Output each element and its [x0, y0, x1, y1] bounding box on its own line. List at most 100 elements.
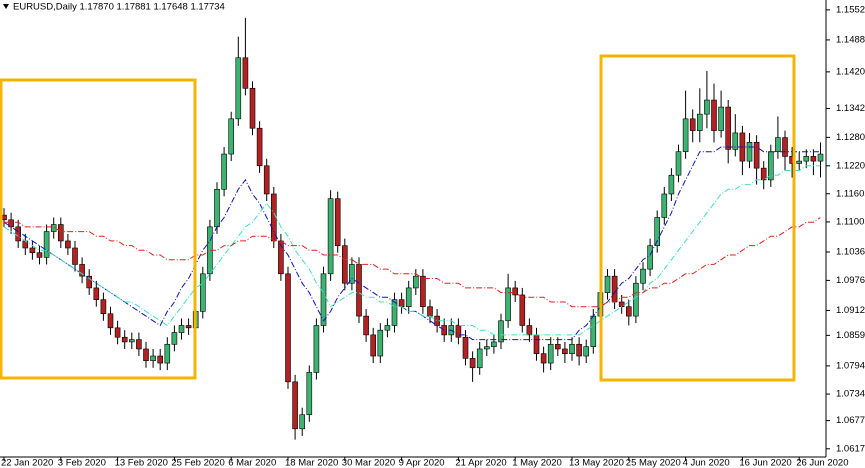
candle-body	[143, 348, 149, 362]
candle-body	[93, 287, 100, 300]
candle-body	[519, 294, 526, 326]
candle-body	[796, 160, 803, 164]
candle-body	[86, 275, 92, 289]
candle-body	[377, 329, 384, 357]
candle-body	[689, 118, 696, 131]
y-tick-label: 1.11005	[836, 216, 865, 227]
y-tick-label: 1.14200	[836, 66, 865, 77]
y-tick-label: 1.09760	[836, 275, 865, 286]
candle-body	[15, 226, 21, 242]
candle-body	[675, 151, 682, 176]
candle-body	[711, 99, 717, 131]
candle-body	[647, 245, 653, 270]
x-tick-label: 13 May 2020	[569, 458, 624, 468]
x-tick-label: 25 May 2020	[626, 458, 681, 468]
y-tick-label: 1.09120	[836, 305, 865, 316]
highlight-box	[599, 54, 796, 382]
candle-body	[427, 306, 433, 317]
candle-body	[554, 343, 561, 350]
candle-body	[696, 113, 703, 131]
candle-body	[526, 325, 533, 336]
candle-body	[476, 348, 483, 369]
x-tick-label: 26 Jun 2020	[796, 458, 848, 468]
candle-body	[121, 336, 128, 343]
candle-body	[640, 268, 646, 284]
candle-body	[611, 275, 618, 303]
x-tick-label: 22 Jan 2020	[1, 458, 53, 468]
candle-body	[412, 275, 419, 289]
candle-body	[469, 358, 476, 369]
candle-body	[150, 355, 156, 362]
candle-body	[263, 165, 270, 195]
candle-body	[8, 219, 14, 228]
highlight-box	[0, 78, 197, 380]
candle-body	[334, 198, 341, 246]
chart-title: EURUSD,Daily 1.17870 1.17881 1.17648 1.1…	[13, 2, 225, 13]
candle-body	[292, 381, 298, 430]
y-tick-label: 1.07940	[836, 360, 865, 371]
candle-body	[136, 339, 142, 350]
x-tick-label: 21 Apr 2020	[455, 458, 506, 468]
x-tick-label: 13 Feb 2020	[115, 458, 168, 468]
candle-body	[498, 320, 504, 343]
candle-body	[661, 193, 668, 218]
candle-body	[391, 299, 398, 326]
candle-body	[405, 287, 412, 308]
candle-body	[760, 167, 767, 181]
candle-body	[540, 353, 547, 364]
candle-body	[43, 231, 50, 258]
candle-body	[356, 264, 362, 317]
candle-body	[583, 346, 590, 357]
candle-body	[221, 153, 227, 190]
candle-body	[562, 348, 568, 354]
candle-body	[341, 245, 348, 284]
y-tick-label: 1.11605	[836, 188, 865, 199]
candle-body	[72, 247, 78, 265]
candle-body	[420, 275, 426, 308]
candle-body	[633, 282, 639, 317]
candle-body	[704, 99, 710, 115]
y-tick-label: 1.06175	[836, 443, 865, 454]
candle-body	[107, 313, 114, 329]
candle-body	[483, 346, 490, 350]
candle-body	[299, 414, 306, 430]
candle-body	[491, 341, 497, 347]
x-tick-label: 25 Feb 2020	[171, 458, 224, 468]
y-tick-label: 1.07340	[836, 389, 865, 400]
candle-body	[50, 224, 57, 232]
candle-body	[654, 217, 661, 246]
x-tick-label: 16 Jun 2020	[739, 458, 791, 468]
x-tick-label: 3 Feb 2020	[58, 458, 106, 468]
candle-body	[79, 264, 85, 277]
candle-body	[164, 343, 171, 364]
y-tick-label: 1.10365	[836, 246, 865, 257]
candle-body	[249, 88, 256, 129]
candle-body	[618, 301, 625, 308]
candle-body	[256, 127, 263, 167]
candle-body	[398, 299, 405, 308]
y-tick-label: 1.06775	[836, 415, 865, 426]
x-tick-label: 6 Mar 2020	[228, 458, 276, 468]
candle-body	[57, 224, 64, 242]
candle-body	[242, 57, 249, 89]
candle-body	[178, 325, 185, 333]
candle-body	[185, 325, 192, 329]
candle-body	[313, 325, 320, 373]
y-tick-label: 1.08590	[836, 330, 865, 341]
candle-body	[718, 106, 724, 131]
candle-body	[625, 306, 632, 317]
candle-body	[746, 142, 753, 162]
candle-body	[100, 299, 107, 315]
x-tick-label: 9 Apr 2020	[399, 458, 445, 468]
candle-body	[384, 325, 391, 331]
x-tick-label: 1 May 2020	[512, 458, 562, 468]
candle-body	[462, 336, 469, 359]
candle-body	[114, 327, 121, 338]
candle-body	[569, 343, 575, 354]
candle-body	[682, 118, 689, 153]
candle-body	[29, 247, 36, 253]
candle-body	[782, 137, 788, 157]
candle-body	[320, 273, 327, 326]
